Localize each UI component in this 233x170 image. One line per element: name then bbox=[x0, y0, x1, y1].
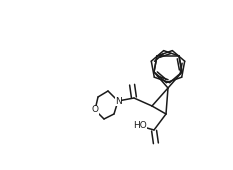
Text: O: O bbox=[92, 106, 99, 115]
Text: HO: HO bbox=[133, 122, 147, 131]
Text: N: N bbox=[115, 97, 121, 106]
